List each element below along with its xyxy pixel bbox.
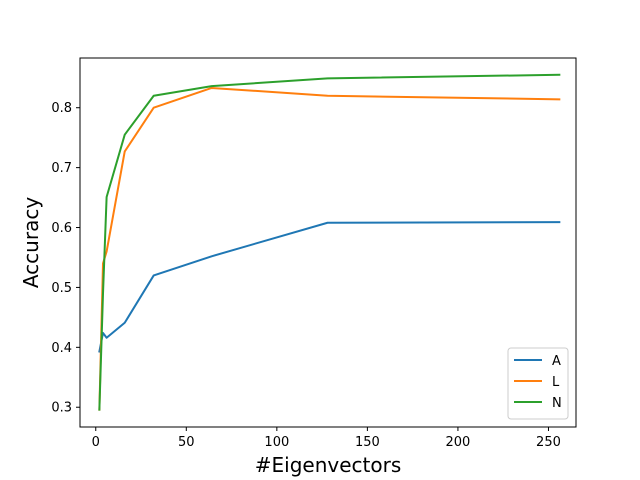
legend-label-L: L	[552, 375, 560, 390]
x-tick-label: 200	[446, 435, 471, 450]
legend-label-A: A	[552, 354, 561, 369]
y-tick-label: 0.5	[51, 281, 72, 296]
series-line-L	[98, 86, 561, 411]
y-axis-label: Accuracy	[19, 197, 43, 288]
plot-area-frame	[79, 57, 577, 428]
x-tick-label: 150	[355, 435, 380, 450]
legend: ALN	[507, 347, 569, 420]
series-lines	[98, 73, 561, 411]
x-tick-label: 0	[92, 435, 100, 450]
x-axis-label: #Eigenvectors	[255, 453, 401, 477]
y-tick-label: 0.4	[51, 341, 72, 356]
x-tick-label: 50	[178, 435, 195, 450]
legend-label-N: N	[552, 396, 562, 411]
y-tick-label: 0.6	[51, 221, 72, 236]
x-tick-label: 100	[264, 435, 289, 450]
x-tick-label: 250	[536, 435, 561, 450]
x-axis-ticks: 0 50 100 150 200 250	[92, 427, 561, 450]
y-tick-label: 0.8	[51, 101, 72, 116]
y-tick-label: 0.7	[51, 161, 72, 176]
y-axis-ticks: 0.3 0.4 0.5 0.6 0.7 0.8	[51, 101, 80, 416]
series-line-A	[98, 221, 561, 353]
y-tick-label: 0.3	[51, 401, 72, 416]
series-line-N	[98, 73, 561, 411]
